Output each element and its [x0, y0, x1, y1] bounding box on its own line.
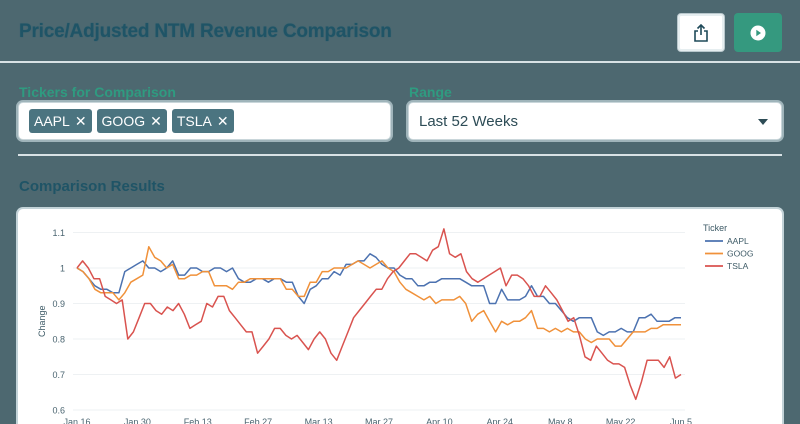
tickers-input[interactable]: AAPL ✕ GOOG ✕ TSLA ✕: [18, 102, 391, 140]
header-divider: [0, 61, 800, 63]
page-title: Price/Adjusted NTM Revenue Comparison: [19, 21, 392, 42]
section-title: Comparison Results: [19, 178, 165, 195]
chevron-down-icon: [758, 119, 768, 125]
series-line-goog[interactable]: [76, 245, 681, 347]
ticker-tag-goog: GOOG ✕: [96, 109, 167, 133]
legend-title: Ticker: [703, 223, 727, 233]
legend-item-goog[interactable]: GOOG: [727, 249, 753, 259]
tickers-label: Tickers for Comparison: [19, 84, 176, 100]
line-chart: 0.6 0.7 0.8 0.9 1 1.1 Change Jan 16 Jan 30 Feb 13…: [37, 223, 753, 424]
x-tick-label: Jun 5: [670, 417, 692, 424]
x-tick-label: May 8: [548, 417, 573, 424]
tag-label: AAPL: [34, 113, 70, 129]
y-tick-label: 1.1: [52, 228, 65, 238]
x-tick-label: Jan 30: [124, 417, 151, 424]
share-icon: [694, 23, 708, 42]
y-tick-label: 0.9: [52, 299, 65, 309]
y-tick-label: 0.6: [52, 406, 65, 416]
x-tick-label: Apr 10: [426, 417, 453, 424]
range-selected-value: Last 52 Weeks: [419, 112, 518, 130]
x-tick-label: May 22: [606, 417, 636, 424]
x-tick-label: Feb 13: [184, 417, 212, 424]
ticker-tag-tsla: TSLA ✕: [171, 109, 234, 133]
x-tick-label: Mar 27: [365, 417, 393, 424]
y-tick-label: 0.8: [52, 335, 65, 345]
y-tick-label: 1: [60, 264, 65, 274]
legend-item-aapl[interactable]: AAPL: [727, 236, 749, 246]
legend-item-tsla[interactable]: TSLA: [727, 261, 749, 271]
series-line-tsla[interactable]: [76, 228, 682, 401]
x-tick-label: Feb 27: [244, 417, 272, 424]
play-circle-icon: [750, 25, 766, 40]
series-line-aapl[interactable]: [76, 253, 681, 337]
y-tick-label: 0.7: [52, 370, 65, 380]
range-select[interactable]: Last 52 Weeks: [408, 102, 782, 140]
remove-tag-icon[interactable]: ✕: [74, 112, 87, 129]
tag-label: TSLA: [176, 113, 212, 129]
y-axis-label: Change: [37, 305, 47, 337]
x-tick-label: Apr 24: [487, 417, 514, 424]
ticker-tag-aapl: AAPL ✕: [29, 109, 92, 133]
remove-tag-icon[interactable]: ✕: [150, 112, 162, 129]
section-divider: [18, 154, 782, 156]
remove-tag-icon[interactable]: ✕: [216, 112, 229, 129]
run-button[interactable]: [734, 13, 782, 52]
x-tick-label: Mar 13: [305, 417, 333, 424]
chart-card: 0.6 0.7 0.8 0.9 1 1.1 Change Jan 16 Jan 30 Feb 13…: [18, 209, 782, 424]
range-label: Range: [409, 84, 452, 100]
share-button[interactable]: [677, 13, 725, 52]
tag-label: GOOG: [101, 113, 146, 129]
x-tick-label: Jan 16: [63, 417, 90, 424]
